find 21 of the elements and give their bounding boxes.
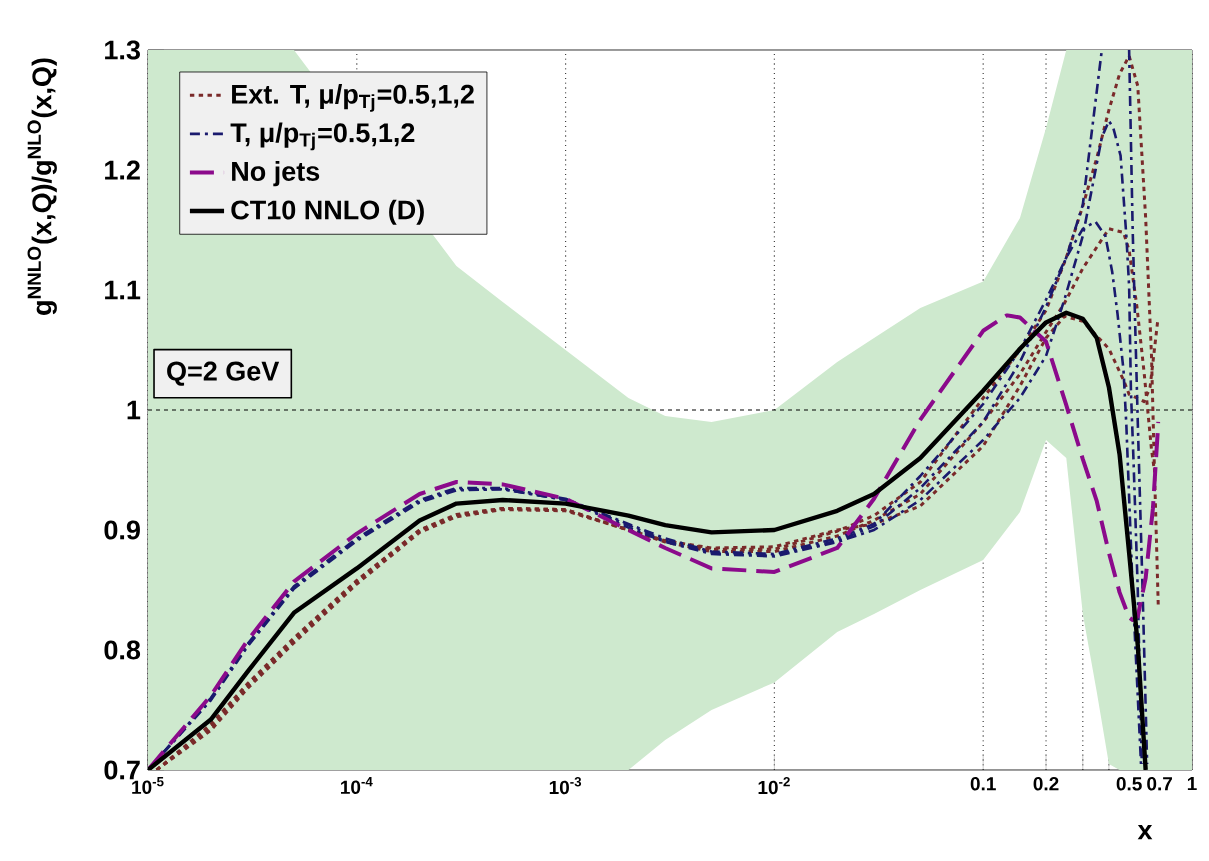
y-tick-label: 1.1 [105, 280, 141, 300]
x-tick-label: 0.1 [970, 777, 996, 791]
x-tick-label: 1 [1187, 777, 1197, 791]
x-tick-label: 0.7 [1147, 777, 1172, 791]
y-tick-label: 0.9 [104, 520, 140, 540]
x-tick-label: 0.2 [1033, 777, 1059, 791]
x-tick-label: 10$^{-2}$ [758, 777, 790, 795]
y-tick-label: 1.2 [105, 160, 140, 180]
x-tick-label: 0.5 [1116, 777, 1142, 791]
y-tick-label: 1.3 [105, 40, 140, 60]
x-tick-label: 10$^{-3}$ [549, 777, 582, 795]
x-tick-label: 10$^{-4}$ [341, 777, 373, 795]
legend-label: Ext. T, μ/p$_{Tj}$=0.5,1,2 [232, 83, 474, 112]
y-tick-label: 0.8 [104, 640, 141, 660]
annotation: Q=2 GeV [167, 361, 280, 386]
y-tick-label: 1 [127, 400, 141, 420]
y-axis-title: g$^{NNLO}$(x,Q)/g$^{NLO}$(x,Q) [27, 58, 57, 315]
x-axis-title: x [1137, 825, 1153, 840]
legend-label: No jets [232, 161, 320, 187]
legend-label: T, μ/p$_{Tj}$=0.5,1,2 [230, 122, 415, 151]
legend-label: CT10 NNLO (D) [231, 199, 424, 225]
